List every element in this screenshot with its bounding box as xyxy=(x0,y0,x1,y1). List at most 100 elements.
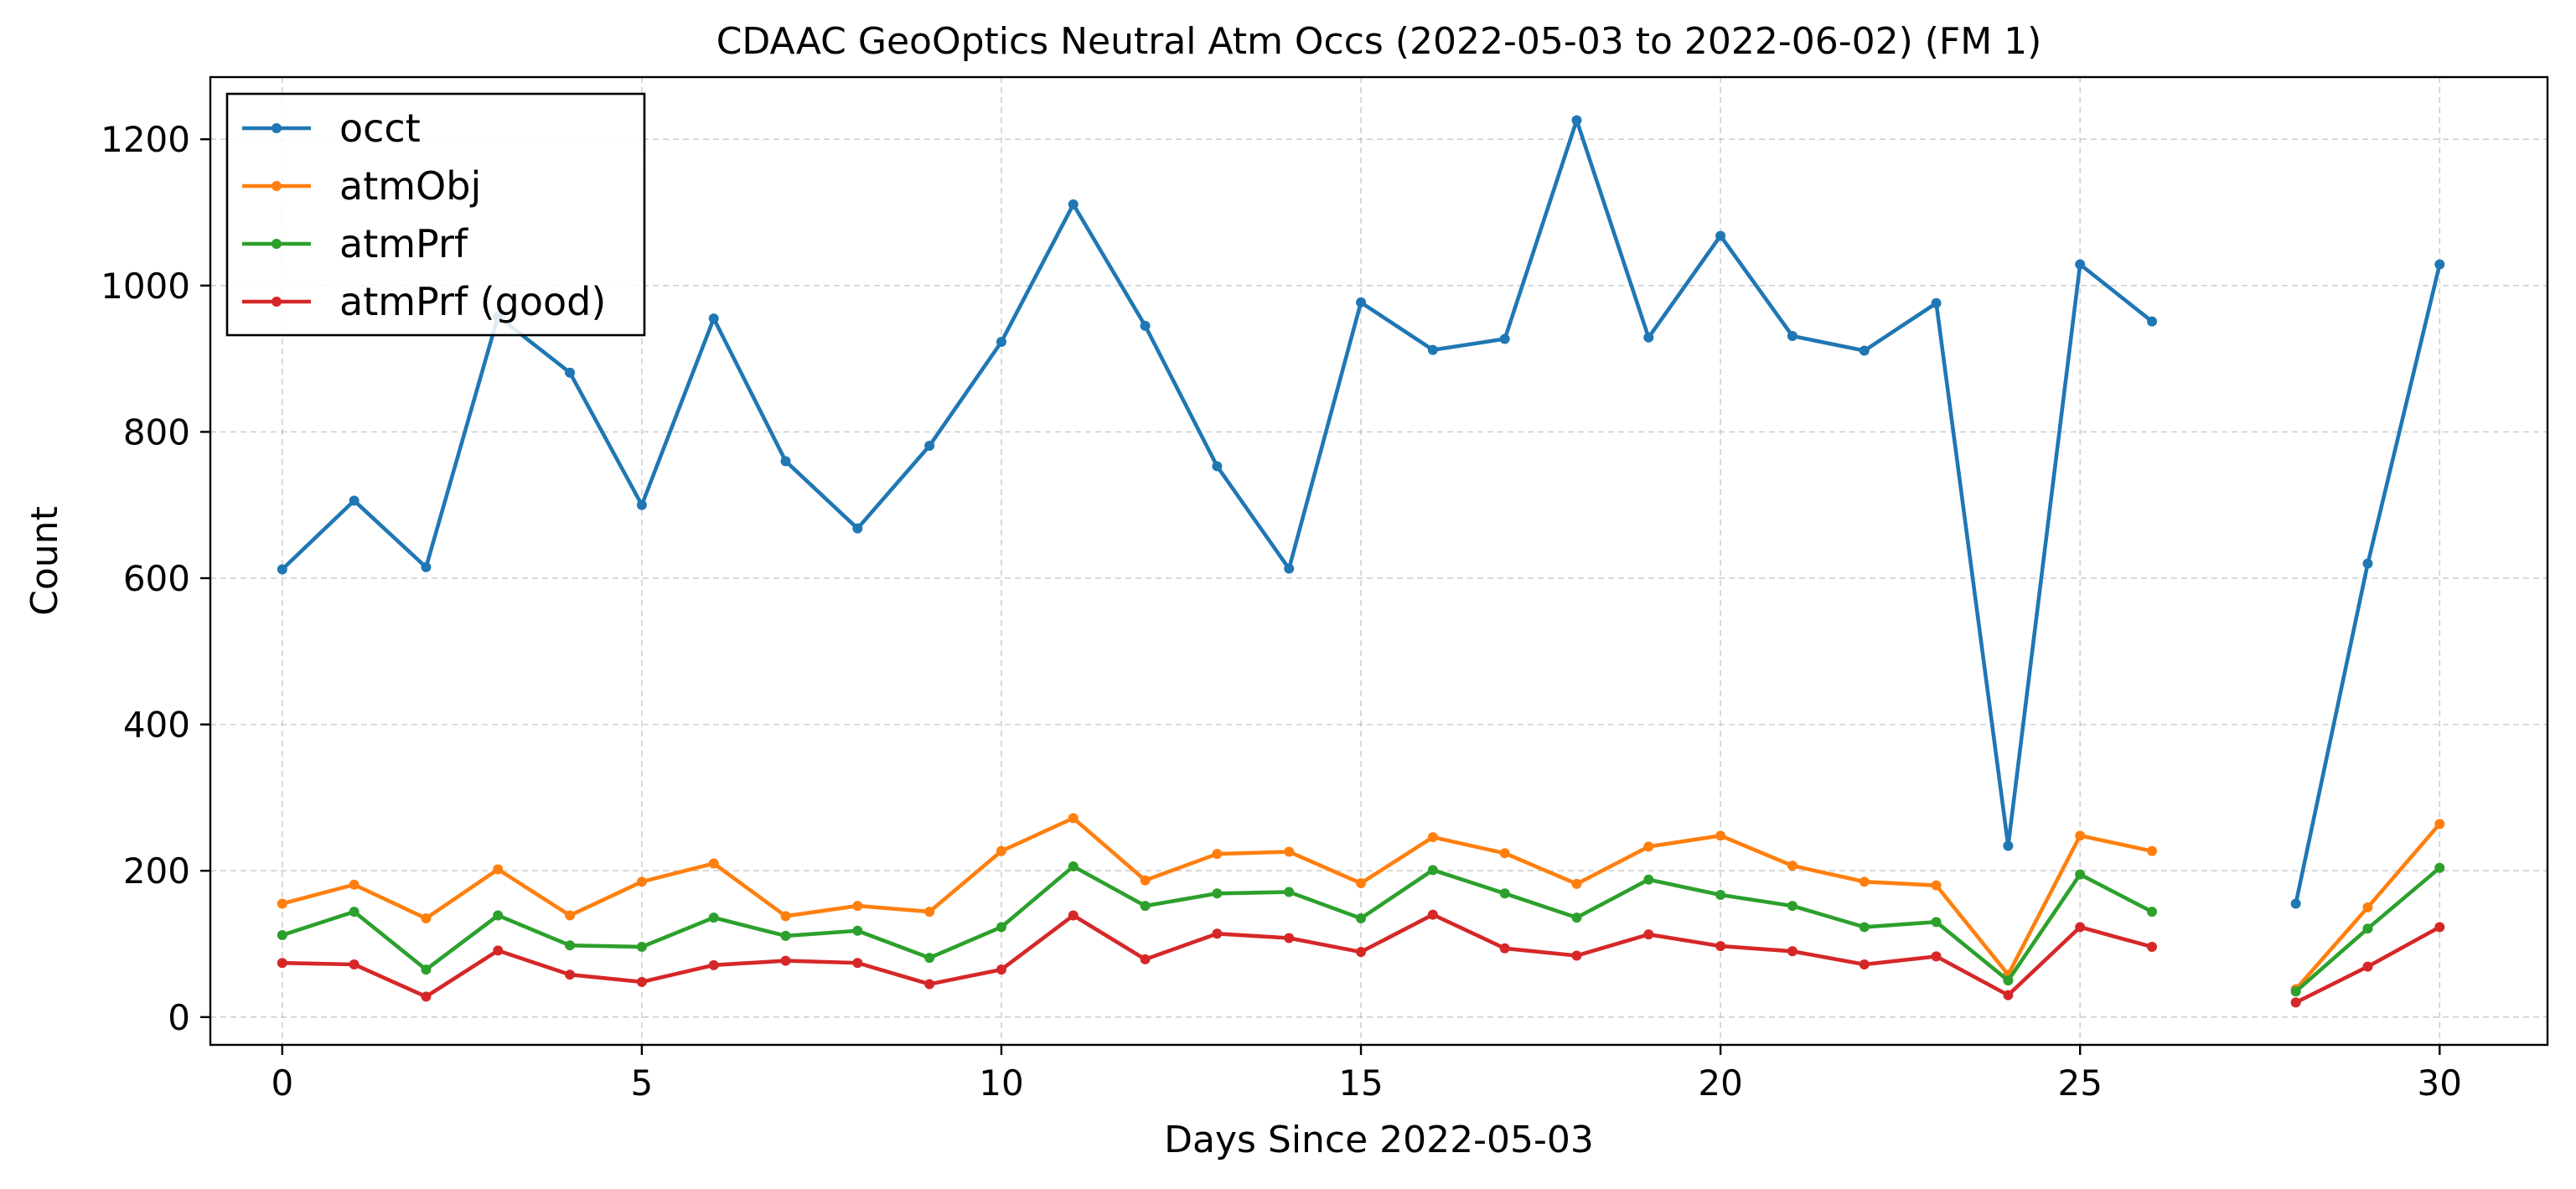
y-tick-label: 0 xyxy=(168,997,190,1038)
data-point-atmprf-good xyxy=(996,964,1006,975)
data-point-atmobj xyxy=(277,898,287,909)
data-point-atmprf xyxy=(636,942,647,953)
data-point-occt xyxy=(1571,115,1582,126)
data-point-atmprf-good xyxy=(565,969,576,980)
legend-marker-atmprf-good xyxy=(272,297,282,307)
data-point-atmprf xyxy=(1427,865,1438,876)
data-point-atmobj xyxy=(780,911,791,922)
data-point-atmprf-good xyxy=(2147,942,2158,953)
data-point-atmobj xyxy=(1715,830,1726,841)
data-point-atmprf-good xyxy=(1140,954,1151,964)
data-point-atmobj xyxy=(2362,902,2373,912)
data-point-atmprf xyxy=(1068,861,1079,871)
data-point-atmprf-good xyxy=(852,958,863,969)
data-point-atmprf-good xyxy=(924,979,935,990)
data-point-occt xyxy=(1643,332,1654,343)
data-point-atmprf-good xyxy=(493,945,504,956)
data-point-atmobj xyxy=(1068,813,1079,824)
data-point-atmprf xyxy=(1499,888,1510,899)
data-point-occt xyxy=(1859,345,1870,356)
data-point-atmprf-good xyxy=(708,959,719,970)
data-point-occt xyxy=(924,441,935,451)
data-point-atmprf-good xyxy=(2362,961,2373,972)
data-point-atmprf xyxy=(1787,901,1798,912)
legend-label-atmobj: atmObj xyxy=(339,163,481,209)
data-point-atmprf xyxy=(2290,986,2301,997)
data-point-atmobj xyxy=(1499,848,1510,859)
data-point-occt xyxy=(1787,331,1798,342)
data-point-atmprf xyxy=(2434,862,2445,873)
data-point-atmobj xyxy=(1356,878,1367,889)
legend-label-occt: occt xyxy=(339,106,421,151)
data-point-atmprf-good xyxy=(1356,947,1367,958)
data-point-atmobj xyxy=(2434,819,2445,830)
data-point-occt xyxy=(780,456,791,467)
data-point-atmprf xyxy=(924,953,935,964)
data-point-atmobj xyxy=(1140,875,1151,886)
data-point-occt xyxy=(2290,898,2301,909)
data-point-atmobj xyxy=(2075,830,2086,841)
data-point-atmprf-good xyxy=(636,976,647,987)
data-point-occt xyxy=(852,523,863,534)
legend-box xyxy=(225,92,646,337)
x-tick-label: 15 xyxy=(1338,1062,1383,1104)
data-point-atmprf-good xyxy=(1427,909,1438,920)
data-point-atmprf xyxy=(493,910,504,921)
x-tick-label: 30 xyxy=(2418,1062,2462,1104)
data-point-atmprf xyxy=(708,912,719,923)
data-point-atmprf xyxy=(277,930,287,941)
data-point-atmprf-good xyxy=(2075,922,2086,933)
data-point-atmprf-good xyxy=(349,959,360,969)
series-lines xyxy=(277,115,2445,1008)
data-point-atmprf-good xyxy=(1715,941,1726,952)
data-point-atmobj xyxy=(996,845,1006,856)
data-point-occt xyxy=(1140,320,1151,331)
legend-marker-atmobj xyxy=(272,181,282,191)
data-point-atmprf-good xyxy=(2290,997,2301,1008)
data-point-atmprf xyxy=(852,925,863,936)
data-point-atmprf xyxy=(349,907,360,918)
data-point-atmprf xyxy=(1643,874,1654,885)
data-point-atmprf-good xyxy=(1571,950,1582,961)
data-point-occt xyxy=(1212,461,1223,472)
data-point-occt xyxy=(1427,344,1438,355)
x-tick-label: 10 xyxy=(979,1062,1023,1104)
data-point-atmprf xyxy=(2075,869,2086,880)
data-point-atmobj xyxy=(565,910,576,921)
data-point-occt xyxy=(2147,316,2158,327)
data-point-occt xyxy=(996,337,1006,348)
legend-label-atmprf: atmPrf xyxy=(339,221,469,266)
data-point-atmobj xyxy=(1643,841,1654,852)
y-tick-label: 600 xyxy=(123,558,190,599)
data-point-atmobj xyxy=(1427,832,1438,843)
x-tick-label: 20 xyxy=(1698,1062,1742,1104)
data-point-atmobj xyxy=(349,879,360,890)
data-point-occt xyxy=(1499,333,1510,344)
data-point-atmobj xyxy=(493,864,504,875)
data-point-atmobj xyxy=(1571,878,1582,889)
data-point-atmprf-good xyxy=(421,991,432,1002)
data-point-atmobj xyxy=(924,907,935,918)
data-point-atmobj xyxy=(1212,849,1223,860)
data-point-atmprf xyxy=(421,964,432,975)
chart-title: CDAAC GeoOptics Neutral Atm Occs (2022-0… xyxy=(716,20,2042,63)
data-point-atmprf xyxy=(1356,912,1367,923)
x-tick-label: 0 xyxy=(271,1062,293,1104)
axis-ticks: 0 5 10 15 20 25 30 0 200 400 600 800 1000 1200 xyxy=(101,119,2462,1104)
data-point-occt xyxy=(2075,259,2086,270)
data-point-occt xyxy=(636,499,647,510)
data-point-atmprf xyxy=(565,940,576,951)
legend-marker-occt xyxy=(272,123,282,133)
data-point-occt xyxy=(2003,840,2014,851)
data-point-atmobj xyxy=(2147,845,2158,856)
data-point-occt xyxy=(708,313,719,324)
x-axis-label: Days Since 2022-05-03 xyxy=(1164,1119,1594,1161)
data-point-atmprf-good xyxy=(277,958,287,969)
data-point-occt xyxy=(421,561,432,572)
data-point-atmprf-good xyxy=(1212,928,1223,939)
data-point-atmprf-good xyxy=(1643,929,1654,940)
data-point-atmprf xyxy=(1859,922,1870,933)
y-tick-label: 200 xyxy=(123,850,190,892)
data-point-atmprf xyxy=(1715,890,1726,901)
